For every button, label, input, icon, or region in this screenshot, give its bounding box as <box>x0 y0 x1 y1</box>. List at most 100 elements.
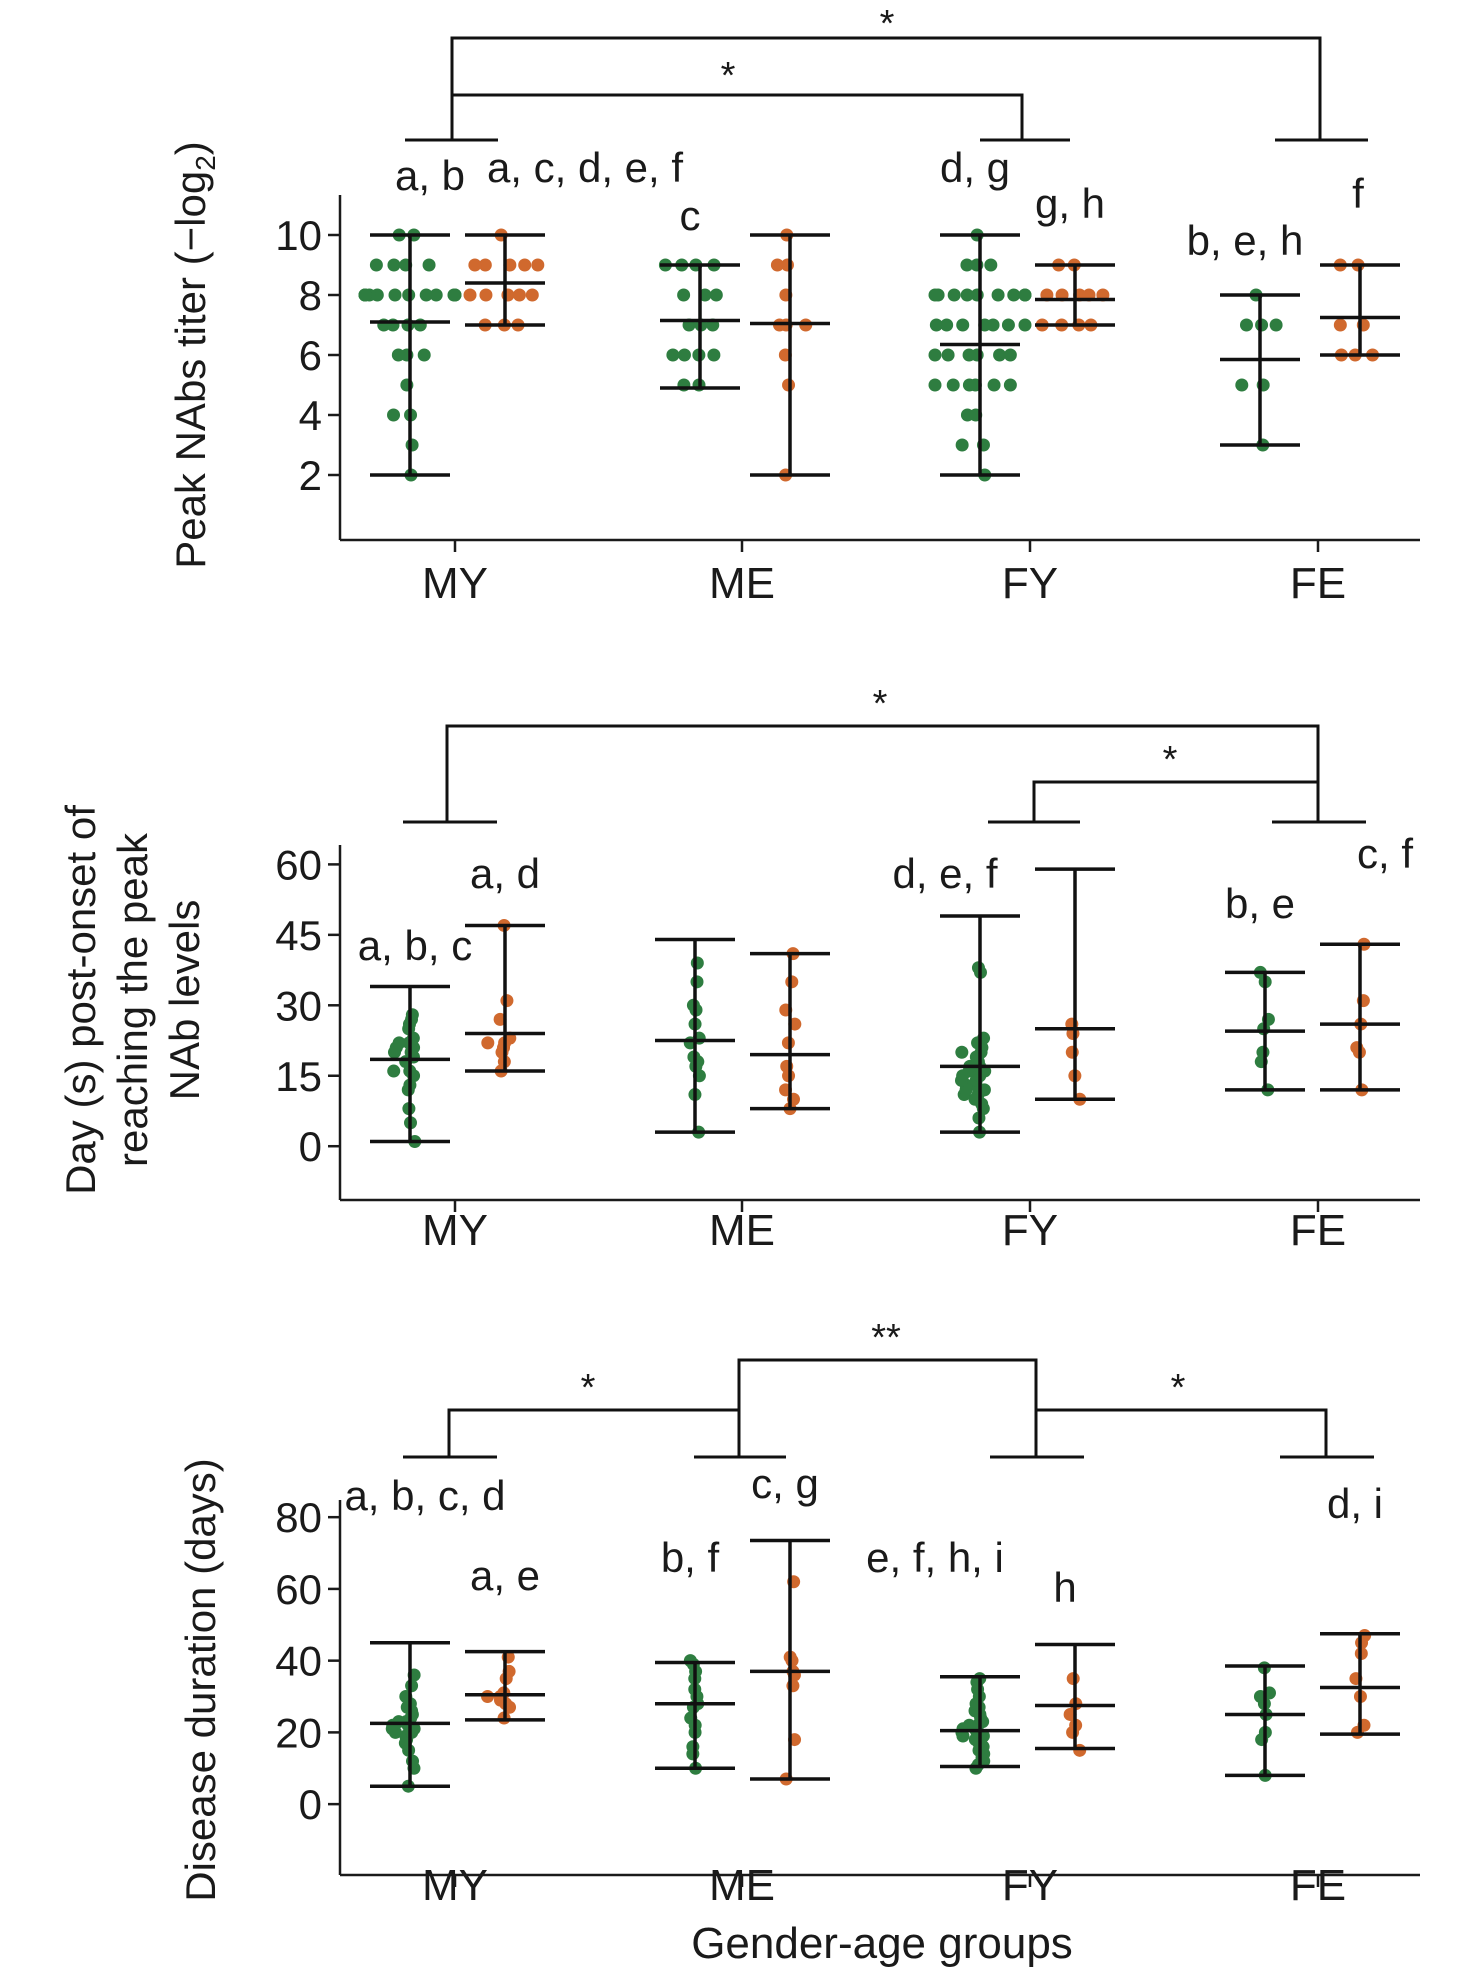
data-point <box>962 378 976 392</box>
significance-letters: e, f, h, i <box>866 1534 1004 1581</box>
y-axis-title-line: NAb levels <box>161 900 208 1101</box>
y-tick-label: 30 <box>275 982 322 1029</box>
data-point <box>417 348 431 362</box>
significance-letters: b, e <box>1225 880 1295 927</box>
significance-letters: b, e, h <box>1187 217 1304 264</box>
x-axis-title: Gender-age groups <box>691 1919 1073 1968</box>
x-tick-label: FE <box>1290 559 1346 608</box>
significance-letters: c, f <box>1357 830 1413 877</box>
data-point <box>387 1064 401 1078</box>
data-point <box>946 378 960 392</box>
data-point <box>1239 318 1253 332</box>
data-point <box>1003 378 1017 392</box>
data-point <box>686 1740 700 1754</box>
data-point <box>1018 318 1032 332</box>
x-tick-label: ME <box>709 1206 775 1255</box>
significance-letters: g, h <box>1035 180 1105 227</box>
data-point <box>690 956 704 970</box>
x-tick-label: ME <box>709 1861 775 1910</box>
significance-letters: c, g <box>751 1460 819 1507</box>
significance-star: * <box>721 55 736 97</box>
significance-letters: f <box>1352 170 1364 217</box>
significance-letters: a, b, c <box>358 922 472 969</box>
y-tick-label: 15 <box>275 1053 322 1100</box>
data-point <box>387 408 401 422</box>
data-point <box>1065 1045 1079 1059</box>
significance-letters: h <box>1053 1564 1076 1611</box>
data-point <box>960 258 974 272</box>
y-tick-label: 0 <box>299 1781 322 1828</box>
significance-letters: c <box>680 192 701 239</box>
data-point <box>405 438 419 452</box>
data-point <box>928 288 942 302</box>
data-point <box>993 348 1007 362</box>
significance-letters: a, e <box>470 1552 540 1599</box>
y-axis-title-main: Peak NAbs titer (−log <box>167 171 214 569</box>
data-point <box>1269 318 1283 332</box>
data-point <box>986 318 1000 332</box>
data-point <box>387 258 401 272</box>
x-tick-label: FY <box>1002 1861 1058 1910</box>
data-point <box>463 288 477 302</box>
y-tick-label: 2 <box>299 452 322 499</box>
data-point <box>369 258 383 272</box>
data-point <box>960 408 974 422</box>
significance-star: * <box>880 3 895 45</box>
data-point <box>391 348 405 362</box>
significance-bracket <box>405 36 1368 142</box>
x-tick-label: ME <box>709 559 775 608</box>
data-point <box>478 258 492 272</box>
x-tick-label: MY <box>422 1861 488 1910</box>
data-point <box>991 288 1005 302</box>
data-point <box>512 288 526 302</box>
data-point <box>481 1690 495 1704</box>
data-point <box>941 348 955 362</box>
data-point <box>987 378 1001 392</box>
data-point <box>405 1008 419 1022</box>
chart-panel-2: 0 15 30 45 60 MY ME FY FE a, b, c a, d d, e, f b, e c… <box>275 830 1420 1255</box>
data-point <box>984 258 998 272</box>
data-point <box>929 318 943 332</box>
data-point <box>525 288 539 302</box>
y-tick-label: 40 <box>275 1638 322 1685</box>
y-axis-title-end: ) <box>167 141 214 155</box>
data-point <box>707 348 721 362</box>
data-point <box>770 258 784 272</box>
y-tick-label: 45 <box>275 912 322 959</box>
data-point <box>962 348 976 362</box>
data-point <box>1256 1045 1270 1059</box>
x-tick-label: FE <box>1290 1206 1346 1255</box>
y-axis-title-line: Day (s) post-onset of <box>57 805 104 1195</box>
x-tick-label: FE <box>1290 1861 1346 1910</box>
y-tick-label: 80 <box>275 1494 322 1541</box>
data-point <box>1003 348 1017 362</box>
significance-star: * <box>1171 1367 1186 1409</box>
significance-bracket <box>1036 1408 1374 1459</box>
data-point <box>666 348 680 362</box>
chart-panel-1: 2 4 6 8 10 MY ME FY FE a, b a, c, d, e, fc d, g g, h… <box>275 144 1420 608</box>
data-point <box>392 1036 406 1050</box>
significance-bracket <box>452 93 1070 142</box>
data-point <box>962 1718 976 1732</box>
y-tick-label: 60 <box>275 841 322 888</box>
data-point <box>500 994 514 1008</box>
significance-star: * <box>873 683 888 725</box>
significance-letters: a, b, c, d <box>344 1472 505 1519</box>
significance-star: * <box>1163 739 1178 781</box>
y-tick-label: 8 <box>299 272 322 319</box>
data-point <box>677 288 691 302</box>
significance-bracket <box>988 780 1366 824</box>
data-point <box>392 1715 406 1729</box>
data-point <box>479 288 493 302</box>
data-point <box>677 348 691 362</box>
y-axis-title-subscript: 2 <box>190 155 221 171</box>
significance-letters: d, i <box>1327 1480 1383 1527</box>
data-point <box>955 1045 969 1059</box>
data-point <box>1066 1672 1080 1686</box>
significance-star: ** <box>871 1317 901 1359</box>
significance-letters: d, g <box>940 144 1010 191</box>
y-axis-title-line: reaching the peak <box>109 832 156 1167</box>
data-point <box>1333 318 1347 332</box>
y-tick-label: 0 <box>299 1123 322 1170</box>
